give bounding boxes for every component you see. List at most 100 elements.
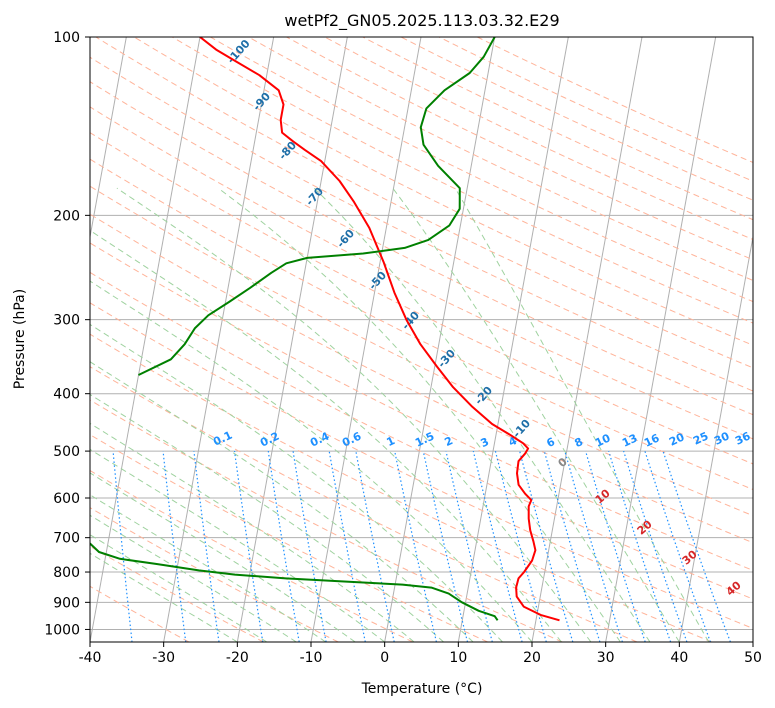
dry-adiabat xyxy=(95,37,753,369)
dry-adiabat-label: -70 xyxy=(303,185,326,209)
y-tick-label: 800 xyxy=(53,565,80,581)
temperature-line xyxy=(199,37,560,622)
dry-adiabat xyxy=(90,366,638,642)
dry-adiabat xyxy=(210,37,753,303)
moist-adiabat xyxy=(90,514,297,642)
mixing-ratio-label: 2 xyxy=(443,434,455,449)
y-tick-label: 700 xyxy=(53,531,80,547)
mixing-ratio-label: 16 xyxy=(642,431,662,449)
mixing-ratio-line xyxy=(519,450,574,642)
dry-adiabat xyxy=(133,37,753,346)
moist-adiabat xyxy=(90,552,238,642)
mixing-ratio-line xyxy=(644,450,711,642)
x-tick-label: 10 xyxy=(449,650,467,666)
y-tick-label: 100 xyxy=(53,30,80,46)
dry-adiabat xyxy=(90,56,753,392)
mixing-ratio-label: 20 xyxy=(667,430,687,448)
mixing-ratio-line xyxy=(233,451,264,642)
dry-adiabat xyxy=(90,333,712,642)
x-tick-label: 20 xyxy=(523,650,541,666)
isotherm xyxy=(531,37,643,642)
y-tick-label: 900 xyxy=(53,595,80,611)
mixing-ratio-line xyxy=(543,450,601,642)
isotherm xyxy=(605,37,717,642)
mixing-ratio-line xyxy=(564,450,623,642)
x-axis-label: Temperature (°C) xyxy=(361,681,483,697)
dry-adiabat-label: -30 xyxy=(435,347,458,371)
dry-adiabat xyxy=(362,37,753,221)
mixing-ratio-line xyxy=(355,450,395,642)
mixing-ratio-label: 1 xyxy=(385,434,397,449)
moist-adiabat xyxy=(90,448,386,642)
moist-adiabat xyxy=(90,534,268,642)
mixing-ratio-line xyxy=(162,451,187,642)
isotherm xyxy=(163,37,275,642)
isotherm xyxy=(752,639,753,642)
dewpoint-line xyxy=(90,542,499,621)
dry-adiabat xyxy=(90,434,488,642)
dry-adiabat xyxy=(400,37,753,201)
mixing-ratio-label: 10 xyxy=(593,431,613,449)
dry-adiabat-label: -90 xyxy=(250,90,273,114)
x-tick-label: -10 xyxy=(300,650,323,666)
mixing-ratio-line xyxy=(394,450,437,642)
moist-adiabat xyxy=(90,422,415,642)
isotherm xyxy=(90,37,127,240)
dewpoint-line-upper xyxy=(138,37,496,376)
mixing-ratio-label: 0.4 xyxy=(308,429,331,449)
mixing-ratio-label: 13 xyxy=(620,431,639,449)
dry-adiabat xyxy=(90,585,190,642)
isotherm xyxy=(678,234,753,642)
moist-adiabat xyxy=(90,472,356,642)
dry-adiabat xyxy=(90,213,753,544)
mixing-ratio-label: 0.1 xyxy=(211,429,234,449)
mixing-ratio-line xyxy=(608,450,672,642)
dry-adiabat xyxy=(90,242,753,571)
mixing-ratio-line xyxy=(445,450,493,642)
isotherm xyxy=(236,37,348,642)
dry-adiabat xyxy=(90,507,339,642)
y-tick-label: 600 xyxy=(53,491,80,507)
dry-adiabat xyxy=(90,185,753,517)
isotherm xyxy=(90,37,201,642)
mixing-ratio-label: 25 xyxy=(691,429,710,447)
mixing-ratio-label: 30 xyxy=(712,429,732,447)
x-axis-ticks: -40 -30 -20 -10 0 10 20 30 40 50 xyxy=(79,642,762,666)
dry-adiabat xyxy=(90,81,753,416)
mixing-ratio-label: 1.5 xyxy=(413,430,436,450)
mixing-ratio-label: 36 xyxy=(733,429,753,447)
moist-adiabat xyxy=(392,187,680,642)
y-tick-label: 1000 xyxy=(44,622,80,638)
dry-adiabat xyxy=(90,132,753,465)
mixing-ratio-line xyxy=(472,450,523,642)
plot-frame xyxy=(89,36,754,643)
mixing-ratio-line xyxy=(585,450,646,642)
moist-adiabat-label: 20 xyxy=(635,517,655,537)
dry-adiabat xyxy=(90,271,753,600)
x-tick-label: -20 xyxy=(226,650,249,666)
isotherm xyxy=(384,37,496,642)
mixing-ratio-line xyxy=(292,451,327,642)
mixing-ratio-label: 0.6 xyxy=(340,429,363,449)
moist-adiabat xyxy=(217,187,621,642)
isotherm xyxy=(457,37,569,642)
y-tick-label: 500 xyxy=(53,444,80,460)
dry-adiabat-label: -20 xyxy=(472,384,495,408)
dry-adiabat xyxy=(248,37,753,281)
mixing-ratio-line xyxy=(494,450,547,642)
y-axis-label: Pressure (hPa) xyxy=(12,289,28,389)
x-tick-label: 40 xyxy=(670,650,688,666)
moist-adiabat xyxy=(454,187,710,642)
mixing-ratio-line xyxy=(193,451,220,642)
mixing-ratio-line xyxy=(328,450,366,642)
y-axis-ticks: 100 200 300 400 500 600 700 800 900 1000 xyxy=(44,30,90,638)
x-tick-label: -40 xyxy=(79,650,102,666)
mixing-ratio-label: 3 xyxy=(479,435,491,450)
x-tick-label: 30 xyxy=(597,650,615,666)
dry-adiabat xyxy=(286,37,753,261)
moist-adiabat xyxy=(116,187,592,642)
sounding-series xyxy=(90,37,560,622)
mixing-ratio-line xyxy=(112,451,133,642)
mixing-ratio-line xyxy=(662,450,731,642)
